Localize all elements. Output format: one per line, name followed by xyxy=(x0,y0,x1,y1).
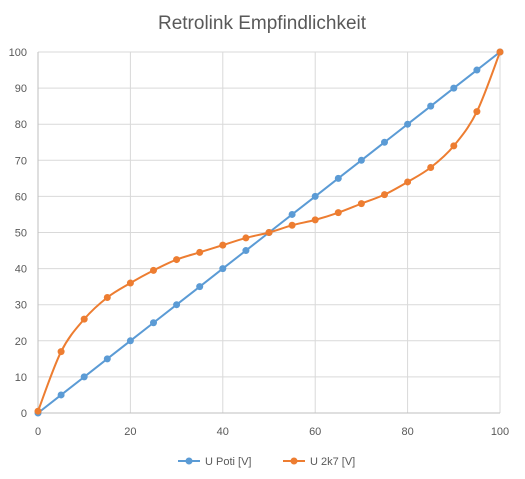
data-point xyxy=(34,407,42,415)
data-point xyxy=(57,391,65,399)
legend-swatch-marker xyxy=(185,457,193,465)
data-point xyxy=(126,279,134,287)
data-point xyxy=(196,248,204,256)
data-point xyxy=(57,348,65,356)
y-tick-label: 10 xyxy=(15,372,27,384)
data-point xyxy=(80,315,88,323)
data-point xyxy=(427,102,435,110)
data-point xyxy=(103,355,111,363)
data-point xyxy=(80,373,88,381)
data-point xyxy=(173,301,181,309)
x-tick-label: 0 xyxy=(35,426,41,438)
series-2 xyxy=(34,48,504,415)
y-tick-label: 20 xyxy=(15,336,27,348)
legend-swatch-marker xyxy=(290,457,298,465)
legend-label: U Poti [V] xyxy=(205,456,251,468)
data-point xyxy=(219,241,227,249)
y-tick-label: 0 xyxy=(21,408,27,420)
y-tick-label: 60 xyxy=(15,191,27,203)
data-point xyxy=(357,200,365,208)
data-point xyxy=(334,209,342,217)
data-point xyxy=(473,108,481,116)
axes: 0 10 20 30 40 50 60 70 80 90 100 0 20 40 60 80 100 xyxy=(9,47,510,438)
data-point xyxy=(196,283,204,291)
y-tick-label: 90 xyxy=(15,83,27,95)
data-point xyxy=(288,221,296,229)
data-point xyxy=(496,48,504,56)
legend: U Poti [V] U 2k7 [V] xyxy=(178,456,355,468)
data-point xyxy=(150,319,157,327)
x-tick-label: 40 xyxy=(217,426,229,438)
data-point xyxy=(357,156,365,164)
data-point xyxy=(150,266,157,274)
data-point xyxy=(473,66,481,74)
data-point xyxy=(381,138,388,146)
data-point xyxy=(450,142,458,150)
data-point xyxy=(404,178,412,186)
x-tick-label: 100 xyxy=(491,426,509,438)
data-point xyxy=(242,234,250,242)
legend-item: U Poti [V] xyxy=(178,456,251,468)
data-point xyxy=(311,192,319,200)
x-tick-label: 20 xyxy=(124,426,136,438)
x-tick-label: 60 xyxy=(309,426,321,438)
data-point xyxy=(404,120,412,128)
x-tick-label: 80 xyxy=(401,426,413,438)
data-point xyxy=(103,293,111,301)
data-point xyxy=(219,265,227,273)
y-tick-label: 80 xyxy=(15,119,27,131)
data-point xyxy=(311,216,319,224)
data-point xyxy=(334,174,342,182)
data-point xyxy=(126,337,134,345)
data-point xyxy=(288,210,296,218)
y-tick-label: 30 xyxy=(15,300,27,312)
data-point xyxy=(450,84,458,92)
data-point xyxy=(242,247,250,255)
data-point xyxy=(381,191,388,199)
data-point xyxy=(427,164,435,172)
y-tick-label: 40 xyxy=(15,264,27,276)
y-tick-label: 100 xyxy=(9,47,27,59)
legend-item: U 2k7 [V] xyxy=(283,456,355,468)
y-tick-label: 70 xyxy=(15,155,27,167)
series-layer xyxy=(34,48,504,417)
y-tick-label: 50 xyxy=(15,228,27,240)
data-point xyxy=(173,256,181,264)
legend-label: U 2k7 [V] xyxy=(310,456,355,468)
data-point xyxy=(265,229,273,236)
chart-title: Retrolink Empfindlichkeit xyxy=(158,13,367,34)
